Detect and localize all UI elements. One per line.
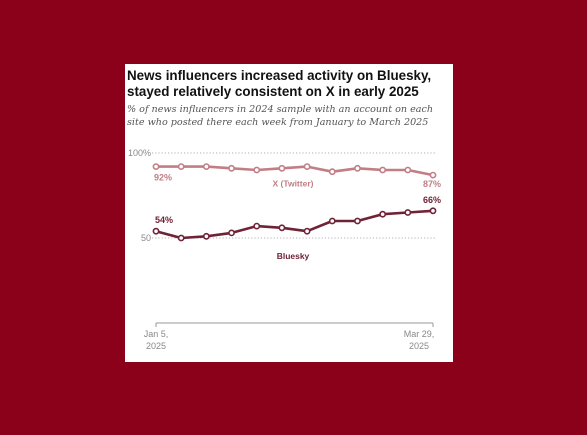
data-point-bluesky-3 <box>202 232 210 240</box>
data-point-bluesky-4 <box>228 229 235 237</box>
y-tick-label-50: 50 <box>141 233 151 243</box>
series-label-x-twitter: X (Twitter) <box>273 178 314 188</box>
series-line-bluesky <box>155 209 434 240</box>
data-point-bluesky-7 <box>303 227 311 235</box>
data-label-x-first: 92% <box>154 173 172 183</box>
data-point-bluesky-5 <box>253 222 261 230</box>
data-point-x-twitter-10 <box>379 166 387 174</box>
data-point-x-twitter-11 <box>404 166 412 174</box>
data-point-bluesky-1 <box>152 227 160 235</box>
data-point-bluesky-11 <box>404 209 412 216</box>
series-layer <box>152 163 437 242</box>
grid-lines <box>152 152 435 239</box>
x-tick-label-end: Mar 29, <box>404 329 435 339</box>
data-point-x-twitter-7 <box>303 163 311 170</box>
y-tick-label-100: 100% <box>128 148 151 158</box>
x-tick-label-end-year: 2025 <box>409 341 429 351</box>
x-tick-label-start-year: 2025 <box>146 341 166 351</box>
data-label-bluesky-first: 54% <box>155 215 173 225</box>
chart-subtitle: % of news influencers in 2024 sample wit… <box>127 104 434 128</box>
data-point-bluesky-12 <box>429 207 437 215</box>
data-point-bluesky-10 <box>379 210 387 218</box>
data-point-x-twitter-12 <box>429 171 437 179</box>
series-label-bluesky: Bluesky <box>277 251 310 261</box>
data-point-x-twitter-8 <box>328 168 336 176</box>
chart-card: News influencers increased activity on B… <box>125 64 453 362</box>
data-point-x-twitter-5 <box>253 166 261 174</box>
data-point-bluesky-2 <box>177 234 185 242</box>
line-chart: 100% 50 X (Twitter) Bluesky 92% 87% 54% … <box>128 148 441 351</box>
x-tick-label-start: Jan 5, <box>144 329 169 339</box>
data-label-bluesky-last: 66% <box>423 195 441 205</box>
data-point-x-twitter-3 <box>202 163 210 170</box>
data-point-x-twitter-1 <box>152 163 160 170</box>
chart-title: News influencers increased activity on B… <box>127 68 432 99</box>
data-point-x-twitter-6 <box>278 164 286 172</box>
data-point-bluesky-6 <box>278 224 286 232</box>
data-label-x-last: 87% <box>423 179 441 189</box>
data-point-x-twitter-9 <box>354 164 361 172</box>
series-line-x-twitter <box>156 165 434 177</box>
data-point-x-twitter-4 <box>228 164 235 172</box>
data-point-x-twitter-2 <box>177 163 185 170</box>
data-point-bluesky-8 <box>328 217 336 225</box>
data-point-bluesky-9 <box>354 217 361 225</box>
